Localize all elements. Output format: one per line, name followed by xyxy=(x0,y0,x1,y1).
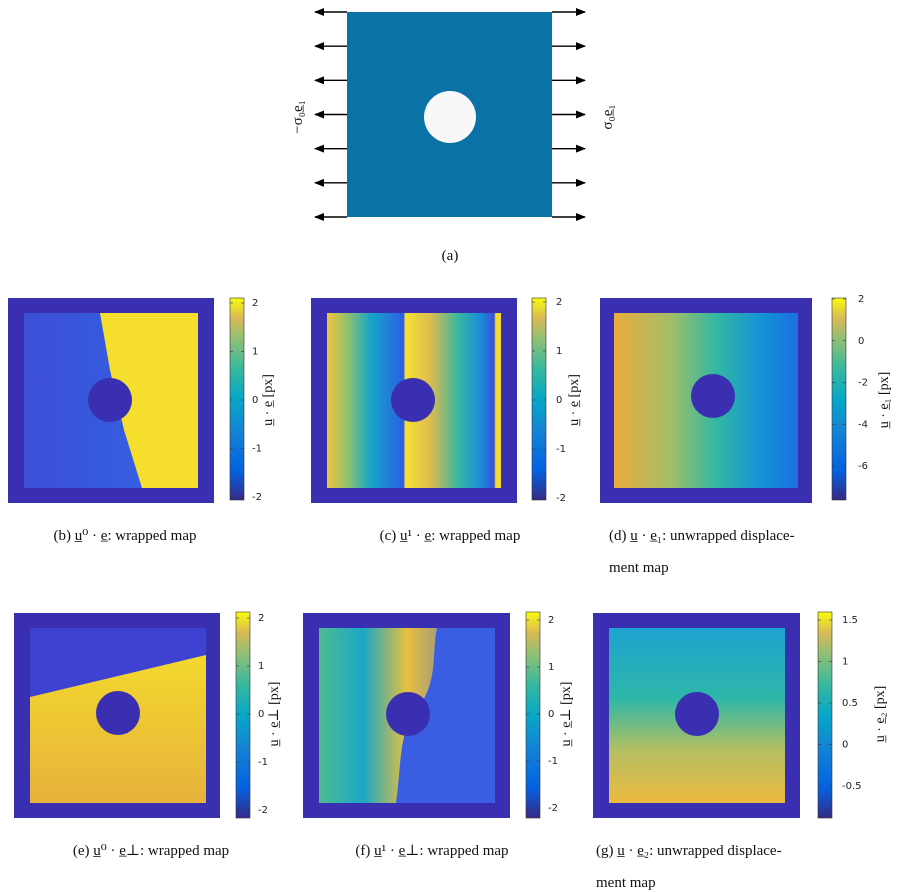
colorbar-tick-label: -4 xyxy=(858,419,868,430)
colorbar-tick-label: 0 xyxy=(252,395,258,406)
colorbar-tick-label: 0 xyxy=(548,709,554,720)
colorbar-label: u̲ · e̲₁ [px] xyxy=(877,372,892,429)
colorbar-tick-label: -2 xyxy=(252,492,262,503)
colorbar-tick-label: 1 xyxy=(842,657,848,668)
colorbar-tick-label: 0.5 xyxy=(842,698,858,709)
colorbar-tick-label: 0 xyxy=(258,709,264,720)
colorbar-tick-label: -2 xyxy=(858,378,868,389)
colorbar xyxy=(229,297,245,501)
colorbar-tick-label: 2 xyxy=(548,615,554,626)
colorbar xyxy=(235,611,251,819)
field-image xyxy=(311,298,517,503)
colorbar xyxy=(817,611,833,819)
colorbar-tick-label: 2 xyxy=(858,294,864,305)
colorbar-tick-label: 1 xyxy=(548,662,554,673)
colorbar-tick-label: -1 xyxy=(252,444,262,455)
colorbar-tick-label: -2 xyxy=(548,803,558,814)
colorbar-tick-label: -0.5 xyxy=(842,781,862,792)
right-load-label: σ₀e̲₁ xyxy=(600,104,616,129)
plate-diagram xyxy=(314,8,586,221)
caption: ment map xyxy=(596,875,656,891)
field-image xyxy=(14,613,220,818)
colorbar-tick-label: 2 xyxy=(252,298,258,309)
caption: (a) xyxy=(442,248,459,264)
caption: ment map xyxy=(609,560,669,576)
left-load-label: −σ₀e̲₁ xyxy=(290,100,306,134)
colorbar-tick-label: 1.5 xyxy=(842,615,858,626)
colorbar-tick-label: 0 xyxy=(842,740,848,751)
colorbar-tick-label: -1 xyxy=(556,444,566,455)
caption: (b) u̲⁰ · e̲: wrapped map xyxy=(53,528,196,544)
colorbar-label: u̲ · e̲₂ [px] xyxy=(873,686,888,743)
colorbar-tick-label: -2 xyxy=(556,493,566,504)
colorbar-tick-label: 1 xyxy=(258,661,264,672)
colorbar-tick-label: -1 xyxy=(548,756,558,767)
field-image xyxy=(600,298,812,503)
colorbar-label: u̲ · e̲⊥ [px] xyxy=(267,682,282,747)
colorbar xyxy=(525,611,541,819)
caption: (e) u̲⁰ · e̲⊥: wrapped map xyxy=(73,843,229,859)
colorbar-tick-label: -2 xyxy=(258,805,268,816)
colorbar-label: u̲ · e̲ [px] xyxy=(261,374,276,426)
field-image xyxy=(303,613,510,818)
caption: (f) u̲¹ · e̲⊥: wrapped map xyxy=(355,843,508,859)
colorbar-tick-label: 2 xyxy=(556,297,562,308)
colorbar-tick-label: -1 xyxy=(258,757,268,768)
colorbar-tick-label: -6 xyxy=(858,461,868,472)
colorbar-label: u̲ · e̲ [px] xyxy=(567,374,582,426)
colorbar-tick-label: 0 xyxy=(858,336,864,347)
colorbar-tick-label: 2 xyxy=(258,613,264,624)
colorbar-tick-label: 0 xyxy=(556,395,562,406)
caption: (c) u̲¹ · e̲: wrapped map xyxy=(380,528,521,544)
field-image xyxy=(593,613,800,818)
field-image xyxy=(8,298,214,503)
caption: (g) u̲ · e̲₂: unwrapped displace- xyxy=(596,843,782,859)
caption: (d) u̲ · e̲₁: unwrapped displace- xyxy=(609,528,795,544)
colorbar-tick-label: 1 xyxy=(252,347,258,358)
colorbar-tick-label: 1 xyxy=(556,346,562,357)
colorbar xyxy=(531,297,547,501)
colorbar-label: u̲ · e̲⊥ [px] xyxy=(559,682,574,747)
colorbar xyxy=(831,297,847,501)
